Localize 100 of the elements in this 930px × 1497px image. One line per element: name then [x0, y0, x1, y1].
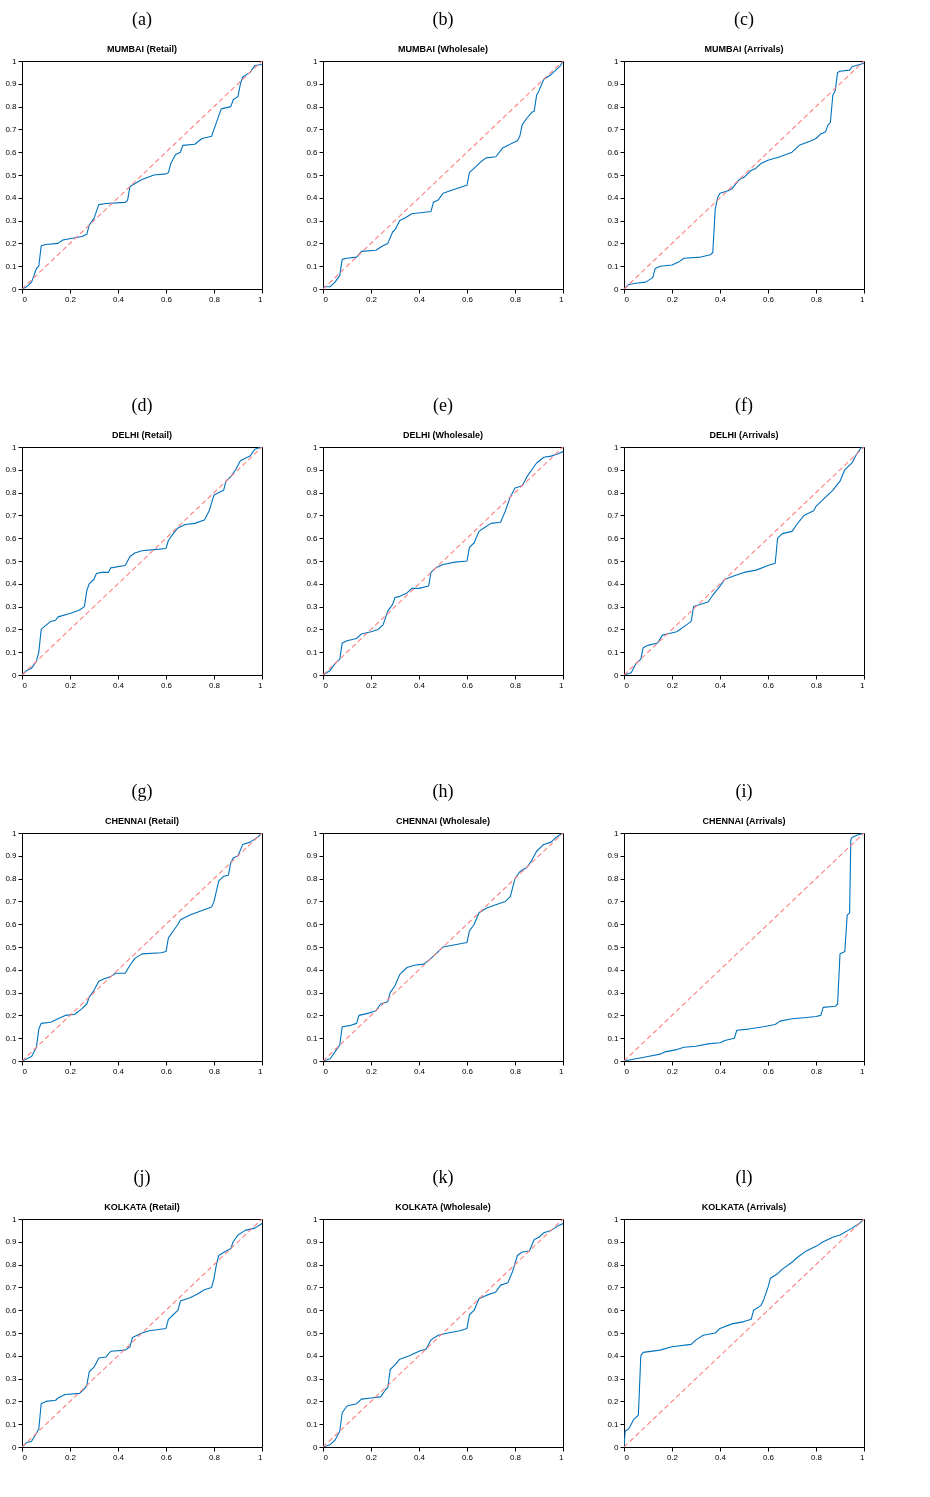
y-tick-label: 0.5	[607, 556, 620, 566]
y-tick-label: 0.4	[5, 965, 18, 975]
chart-subtitle: KOLKATA (Retail)	[104, 1202, 180, 1212]
x-tick-label: 0.8	[810, 680, 823, 690]
x-tick-label: 1	[860, 680, 866, 690]
chart-title: (j)	[133, 1167, 151, 1188]
y-tick-label: 0.2	[607, 624, 620, 634]
chart-subtitle: KOLKATA (Wholesale)	[395, 1202, 491, 1212]
x-tick-label: 0.4	[112, 294, 125, 304]
y-tick-label: 0.1	[5, 261, 18, 271]
x-tick-label: 0.4	[714, 1452, 727, 1462]
y-tick-label: 0.9	[306, 851, 319, 861]
y-tick-label: 0.3	[607, 216, 620, 226]
y-tick-label: 0.1	[607, 261, 620, 271]
y-tick-label: 0.8	[607, 874, 620, 884]
y-tick-label: 1	[12, 56, 18, 66]
x-tick-label: 0	[22, 1066, 28, 1076]
y-tick-label: 0	[12, 670, 18, 680]
y-tick-label: 0.3	[5, 988, 18, 998]
x-tick-label: 0.4	[413, 680, 426, 690]
x-tick-label: 0.8	[810, 294, 823, 304]
chart-title: (l)	[735, 1167, 753, 1188]
y-tick-label: 0.5	[607, 942, 620, 952]
y-tick-label: 0.6	[306, 919, 319, 929]
y-tick-label: 0.1	[607, 1419, 620, 1429]
y-tick-label: 0.7	[306, 1282, 319, 1292]
y-tick-label: 0.8	[607, 102, 620, 112]
x-tick-label: 1	[258, 1452, 264, 1462]
y-tick-label: 0.4	[5, 193, 18, 203]
x-tick-label: 0.6	[762, 680, 775, 690]
x-tick-label: 0	[624, 1452, 630, 1462]
y-tick-label: 0	[614, 1056, 620, 1066]
y-tick-label: 0.6	[607, 147, 620, 157]
y-tick-label: 0.3	[607, 1374, 620, 1384]
y-tick-label: 0.2	[607, 1010, 620, 1020]
chart-title: (d)	[131, 395, 153, 416]
y-tick-label: 1	[614, 56, 620, 66]
chart-subtitle: DELHI (Wholesale)	[402, 430, 484, 440]
chart-subtitle: MUMBAI (Wholesale)	[398, 44, 488, 54]
y-tick-label: 0.8	[607, 488, 620, 498]
x-tick-label: 0.2	[666, 1452, 679, 1462]
chart-subtitle: DELHI (Retail)	[111, 430, 173, 440]
y-tick-label: 0.4	[607, 579, 620, 589]
x-tick-label: 1	[258, 294, 264, 304]
y-tick-label: 0.9	[607, 79, 620, 89]
y-tick-label: 0.6	[607, 919, 620, 929]
x-tick-label: 0.4	[112, 1066, 125, 1076]
x-tick-label: 1	[860, 1066, 866, 1076]
x-tick-label: 0.8	[810, 1452, 823, 1462]
x-tick-label: 0.8	[208, 680, 221, 690]
y-tick-label: 1	[614, 828, 620, 838]
y-tick-label: 0.5	[607, 1328, 620, 1338]
x-tick-label: 0.2	[666, 1066, 679, 1076]
y-tick-label: 0.3	[607, 602, 620, 612]
y-tick-label: 1	[12, 442, 18, 452]
x-tick-label: 0	[22, 680, 28, 690]
x-tick-label: 0.2	[64, 680, 77, 690]
y-tick-label: 1	[313, 1214, 319, 1224]
y-tick-label: 0.2	[306, 1010, 319, 1020]
y-tick-label: 0.8	[306, 488, 319, 498]
y-tick-label: 0	[614, 670, 620, 680]
chart-title: (e)	[433, 395, 453, 416]
y-tick-label: 0.4	[306, 1351, 319, 1361]
y-tick-label: 0.6	[306, 1305, 319, 1315]
y-tick-label: 1	[614, 442, 620, 452]
chart-title: (b)	[432, 9, 454, 30]
y-tick-label: 0.7	[306, 896, 319, 906]
x-tick-label: 0	[323, 1452, 329, 1462]
chart-title: (f)	[735, 395, 753, 416]
x-tick-label: 0.2	[666, 680, 679, 690]
y-tick-label: 0.8	[5, 874, 18, 884]
x-tick-label: 0.6	[461, 680, 474, 690]
y-tick-label: 0.6	[607, 1305, 620, 1315]
y-tick-label: 0	[313, 1442, 319, 1452]
y-tick-label: 0.5	[607, 170, 620, 180]
y-tick-label: 0.2	[5, 1396, 18, 1406]
chart-title: (i)	[735, 781, 753, 802]
x-tick-label: 0.8	[208, 1066, 221, 1076]
y-tick-label: 0	[12, 1442, 18, 1452]
y-tick-label: 0.8	[306, 102, 319, 112]
chart-title: (k)	[432, 1167, 454, 1188]
y-tick-label: 0.3	[306, 988, 319, 998]
y-tick-label: 0.4	[306, 193, 319, 203]
y-tick-label: 0.2	[306, 624, 319, 634]
y-tick-label: 0.5	[5, 170, 18, 180]
y-tick-label: 0.3	[5, 216, 18, 226]
chart-subtitle: DELHI (Arrivals)	[709, 430, 779, 440]
x-tick-label: 0.6	[762, 294, 775, 304]
y-tick-label: 0.5	[5, 556, 18, 566]
x-tick-label: 0.2	[365, 294, 378, 304]
x-tick-label: 1	[559, 294, 565, 304]
y-tick-label: 0.6	[5, 147, 18, 157]
y-tick-label: 0	[12, 1056, 18, 1066]
x-tick-label: 0.4	[112, 1452, 125, 1462]
x-tick-label: 0.8	[509, 294, 522, 304]
x-tick-label: 0.2	[64, 1452, 77, 1462]
y-tick-label: 0.7	[306, 510, 319, 520]
chart-title: (a)	[132, 9, 152, 30]
x-tick-label: 0.2	[365, 680, 378, 690]
y-tick-label: 0.7	[5, 896, 18, 906]
